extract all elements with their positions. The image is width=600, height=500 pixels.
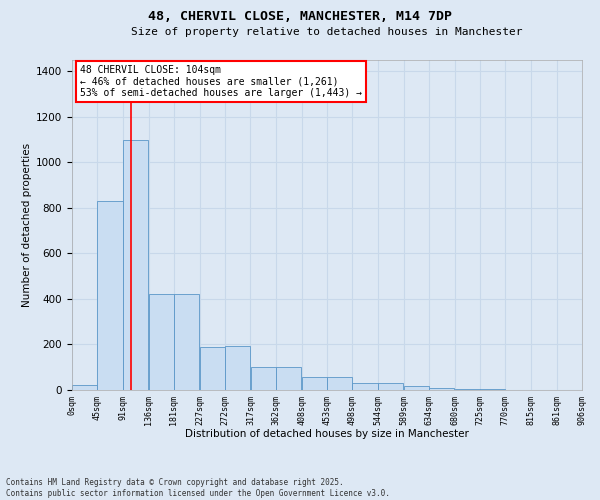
Bar <box>404 386 429 390</box>
Bar <box>429 388 454 390</box>
Bar <box>276 367 301 390</box>
Bar <box>251 367 275 390</box>
Bar <box>302 378 327 390</box>
Bar <box>225 346 250 390</box>
Text: 48, CHERVIL CLOSE, MANCHESTER, M14 7DP: 48, CHERVIL CLOSE, MANCHESTER, M14 7DP <box>148 10 452 23</box>
Bar <box>124 140 148 390</box>
Bar <box>174 294 199 390</box>
Bar <box>200 347 225 390</box>
Bar <box>72 386 97 390</box>
Y-axis label: Number of detached properties: Number of detached properties <box>22 143 32 307</box>
Text: Contains HM Land Registry data © Crown copyright and database right 2025.
Contai: Contains HM Land Registry data © Crown c… <box>6 478 390 498</box>
Text: 48 CHERVIL CLOSE: 104sqm
← 46% of detached houses are smaller (1,261)
53% of sem: 48 CHERVIL CLOSE: 104sqm ← 46% of detach… <box>80 65 362 98</box>
Bar <box>149 294 174 390</box>
Bar <box>97 201 122 390</box>
Title: Size of property relative to detached houses in Manchester: Size of property relative to detached ho… <box>131 27 523 37</box>
Bar <box>352 383 377 390</box>
X-axis label: Distribution of detached houses by size in Manchester: Distribution of detached houses by size … <box>185 429 469 439</box>
Bar <box>379 383 403 390</box>
Bar <box>327 378 352 390</box>
Bar <box>455 389 480 390</box>
